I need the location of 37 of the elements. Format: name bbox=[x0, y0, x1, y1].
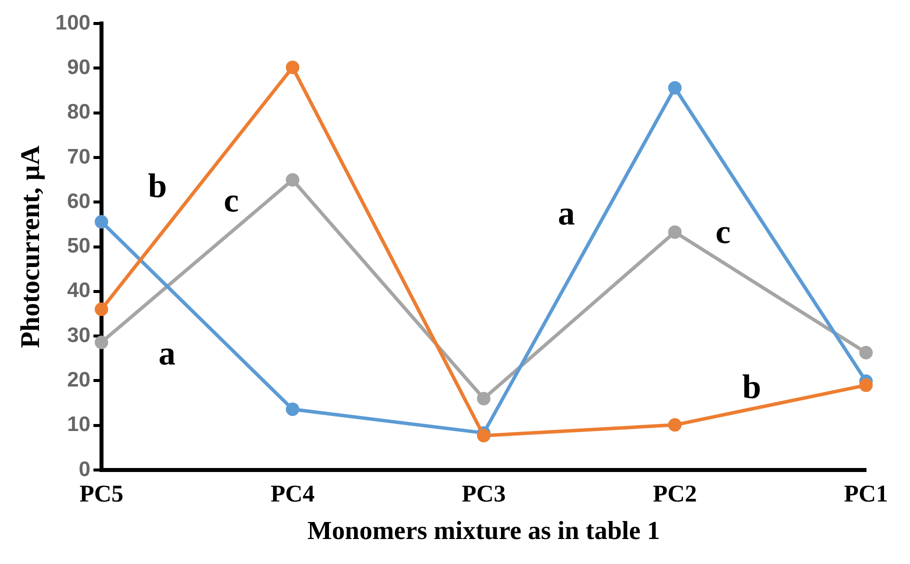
point bbox=[286, 402, 300, 416]
x-tick-label: PC2 bbox=[652, 482, 697, 508]
series-label: b bbox=[742, 368, 762, 406]
point bbox=[668, 225, 682, 239]
point bbox=[286, 173, 300, 187]
point bbox=[94, 215, 108, 229]
point bbox=[476, 392, 490, 406]
y-tick-label: 70 bbox=[67, 145, 90, 168]
x-tick-label: PC1 bbox=[844, 482, 888, 508]
x-tick-label: PC4 bbox=[270, 482, 315, 508]
point bbox=[859, 346, 873, 360]
x-axis-title: Monomers mixture as in table 1 bbox=[307, 516, 660, 546]
point bbox=[668, 418, 682, 432]
series-label: a bbox=[558, 196, 575, 233]
text: a bbox=[158, 335, 176, 372]
y-tick-label: 30 bbox=[67, 324, 90, 347]
y-tick-label: 10 bbox=[67, 413, 90, 436]
x-tick-label: PC5 bbox=[79, 482, 124, 508]
y-tick-label: 100 bbox=[55, 11, 90, 34]
y-tick-label: 50 bbox=[67, 234, 90, 258]
point bbox=[94, 336, 108, 350]
series-label: c bbox=[224, 182, 239, 220]
y-tick-label: 60 bbox=[67, 190, 90, 213]
y-tick-label: 90 bbox=[67, 56, 90, 80]
point bbox=[668, 81, 682, 95]
x-tick-label: PC3 bbox=[462, 482, 506, 508]
text: c bbox=[716, 214, 731, 251]
y-tick-label: 80 bbox=[67, 100, 90, 124]
point bbox=[859, 378, 873, 392]
text: b bbox=[148, 168, 167, 206]
y-tick-label: 40 bbox=[67, 279, 90, 302]
point bbox=[476, 428, 490, 442]
point bbox=[94, 302, 108, 316]
point bbox=[286, 60, 300, 74]
y-tick-label: 0 bbox=[78, 458, 90, 481]
y-tick-label: 20 bbox=[67, 368, 90, 392]
y-axis-title: Photocurrent, µA bbox=[15, 145, 46, 348]
